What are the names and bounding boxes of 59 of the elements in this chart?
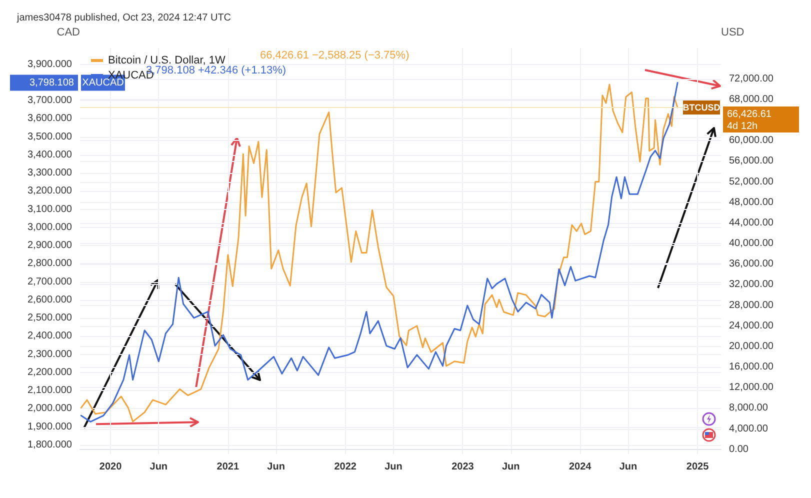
y2-tick-label: 4,000.00 xyxy=(729,423,768,434)
y2-tick-label: 44,000.00 xyxy=(729,217,774,228)
y-tick-label: 3,200.000 xyxy=(28,186,72,197)
y-tick-label: 3,100.000 xyxy=(28,204,72,215)
y-tick-label: 2,500.000 xyxy=(28,312,72,324)
y2-axis-title: USD xyxy=(721,26,744,38)
y-tick-label: 3,700.000 xyxy=(28,95,72,106)
annotation: BTCUSD xyxy=(682,102,721,113)
annotation: XAUCAD xyxy=(82,77,124,88)
y2-tick-label: 8,000.00 xyxy=(729,402,768,414)
y2-tick-label: 36,000.00 xyxy=(729,258,774,270)
chart-title: james30478 published, Oct 23, 2024 12:47 UTC xyxy=(16,12,232,24)
legend-label: Bitcoin / U.S. Dollar, 1W xyxy=(108,54,226,66)
x-tick-label: 2021 xyxy=(216,462,240,472)
y-tick-label: 2,400.000 xyxy=(28,330,72,342)
y2-tick-label: 72,000.00 xyxy=(729,73,774,84)
x-tick-label: Jun xyxy=(619,462,638,472)
x-tick-label: Jun xyxy=(150,462,168,472)
y2-tick-label: 40,000.00 xyxy=(729,238,774,250)
y2-tick-label: 52,000.00 xyxy=(729,176,774,188)
y2-tick-label: 28,000.00 xyxy=(729,300,774,311)
x-tick-label: Jun xyxy=(502,462,520,472)
x-tick-label: 2022 xyxy=(334,462,357,472)
y2-tick-label: 32,000.00 xyxy=(729,279,774,290)
x-tick-label: Jun xyxy=(384,462,402,472)
y2-tick-label: 16,000.00 xyxy=(729,362,774,373)
y-tick-label: 3,900.000 xyxy=(28,58,72,70)
y-tick-label: 3,300.000 xyxy=(28,168,72,179)
y2-tick-label: 56,000.00 xyxy=(729,156,774,167)
x-tick-label: 2020 xyxy=(99,462,122,472)
y-tick-label: 2,100.000 xyxy=(28,385,72,396)
y2-tick-label: 60,000.00 xyxy=(729,135,774,146)
text: 3,798.108 xyxy=(30,77,74,88)
x-tick-label: 2023 xyxy=(452,462,474,472)
y-tick-label: 2,300.000 xyxy=(28,348,72,360)
y-axis-title: CAD xyxy=(56,26,80,38)
x-tick-label: 2025 xyxy=(686,462,710,472)
y-tick-label: 2,200.000 xyxy=(28,366,72,378)
y-tick-label: 2,000.000 xyxy=(28,403,72,414)
y-tick-label: 3,600.000 xyxy=(28,113,72,124)
annotation: 66,426.61 −2,588.25 (−3.75%) xyxy=(260,50,410,62)
y2-tick-label: 48,000.00 xyxy=(729,196,774,208)
y-tick-label: 3,500.000 xyxy=(28,131,72,142)
y2-tick-label: 24,000.00 xyxy=(729,320,774,332)
y-tick-label: 1,900.000 xyxy=(28,421,72,432)
y-tick-label: 2,900.000 xyxy=(28,240,72,252)
y2-tick-label: 20,000.00 xyxy=(729,340,774,352)
y2-tick-label: 0.00 xyxy=(729,444,749,455)
y-tick-label: 2,800.000 xyxy=(28,258,72,270)
y2-tick-label: 12,000.00 xyxy=(729,382,774,394)
y-tick-label: 3,400.000 xyxy=(28,149,72,160)
y-tick-label: 1,800.000 xyxy=(28,439,72,450)
y-tick-label: 2,700.000 xyxy=(28,276,72,288)
y-tick-label: 3,000.000 xyxy=(28,222,72,233)
x-tick-label: Jun xyxy=(267,462,285,472)
y2-tick-label: 68,000.00 xyxy=(729,94,774,105)
x-tick-label: 2024 xyxy=(568,462,592,472)
text: 66,426.61 4d 12h xyxy=(727,109,772,132)
y-tick-label: 2,600.000 xyxy=(28,294,72,306)
